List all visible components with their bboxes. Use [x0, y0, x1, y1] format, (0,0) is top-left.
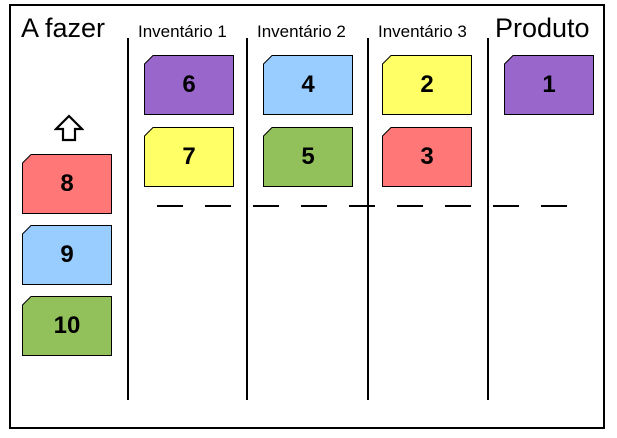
card[interactable]: 3 — [382, 127, 472, 187]
card-shape — [22, 154, 112, 214]
card[interactable]: 2 — [382, 55, 472, 115]
card-number: 1 — [542, 71, 556, 98]
card-number: 5 — [301, 143, 315, 170]
card-number: 10 — [53, 312, 81, 339]
column-title-inventory-2: Inventário 2 — [257, 22, 346, 41]
card[interactable]: 4 — [263, 55, 353, 115]
card-number: 2 — [420, 71, 434, 98]
card-number: 3 — [420, 143, 434, 170]
card[interactable]: 8 — [22, 154, 112, 214]
column-title-product: Produto — [495, 13, 590, 43]
column-divider — [246, 38, 248, 400]
card-number: 9 — [60, 241, 74, 268]
card[interactable]: 10 — [22, 296, 112, 356]
card-shape — [22, 225, 112, 285]
column-divider — [487, 38, 489, 400]
card-shape — [504, 55, 594, 115]
card[interactable]: 6 — [144, 55, 234, 115]
card-number: 6 — [182, 71, 196, 98]
card-shape — [22, 296, 112, 356]
column-divider — [367, 38, 369, 400]
limit-dashed-line — [157, 198, 577, 219]
card-shape — [144, 127, 234, 187]
column-title-inventory-3: Inventário 3 — [378, 22, 467, 41]
card-shape — [263, 127, 353, 187]
card[interactable]: 5 — [263, 127, 353, 187]
card-shape — [263, 55, 353, 115]
column-title-inventory-1: Inventário 1 — [138, 22, 227, 41]
card-shape — [144, 55, 234, 115]
card-number: 7 — [182, 143, 196, 170]
up-arrow-icon — [53, 113, 85, 148]
card[interactable]: 7 — [144, 127, 234, 187]
card-number: 4 — [301, 71, 315, 98]
column-divider — [127, 38, 129, 400]
column-title-todo: A fazer — [21, 13, 106, 43]
card-shape — [382, 55, 472, 115]
card[interactable]: 1 — [504, 55, 594, 115]
card[interactable]: 9 — [22, 225, 112, 285]
card-number: 8 — [60, 170, 74, 197]
card-shape — [382, 127, 472, 187]
